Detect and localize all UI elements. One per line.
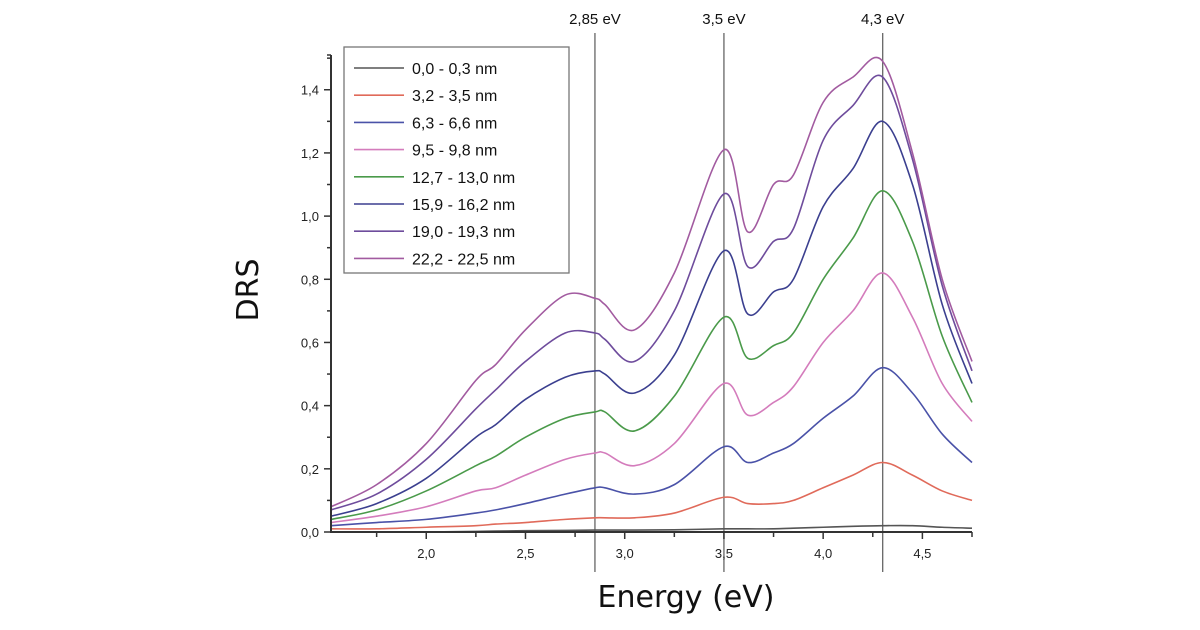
y-tick-label: 0,0 [301, 525, 319, 540]
x-tick-label: 4,0 [814, 546, 832, 561]
series-line [330, 120, 973, 517]
legend-label: 6,3 - 6,6 nm [412, 115, 497, 132]
series-line [330, 190, 973, 521]
legend-label: 12,7 - 13,0 nm [412, 170, 515, 187]
series-line [330, 56, 973, 508]
legend-box [343, 46, 570, 274]
legend-label: 15,9 - 16,2 nm [412, 197, 515, 214]
legend: 0,0 - 0,3 nm 3,2 - 3,5 nm 6,3 - 6,6 nm 9,5 … [343, 46, 570, 274]
x-tick-label: 4,5 [913, 546, 931, 561]
x-tick-label: 3,5 [715, 546, 733, 561]
y-axis-title: DRS [231, 259, 266, 322]
series-line [330, 366, 973, 527]
y-tick-label: 0,8 [301, 272, 319, 287]
reference-line-label: 2,85 eV [569, 11, 621, 28]
series-line [330, 461, 973, 530]
reference-line-label: 4,3 eV [861, 11, 904, 28]
legend-label: 22,2 - 22,5 nm [412, 251, 515, 268]
axes: 2,0 2,5 3,0 3,5 4,0 4,5 0,0 0,2 0,4 0,6 0,8 1,0 1,2 1… [301, 54, 973, 561]
y-tick-label: 1,4 [301, 83, 319, 98]
legend-label: 0,0 - 0,3 nm [412, 61, 497, 78]
series-line [330, 74, 973, 511]
legend-label: 3,2 - 3,5 nm [412, 88, 497, 105]
x-axis-title: Energy (eV) [598, 580, 775, 615]
y-tick-label: 0,4 [301, 399, 319, 414]
legend-label: 9,5 - 9,8 nm [412, 143, 497, 160]
x-tick-label: 3,0 [616, 546, 634, 561]
legend-label: 19,0 - 19,3 nm [412, 224, 515, 241]
reference-line-label: 3,5 eV [702, 11, 745, 28]
reference-lines: 2,85 eV 3,5 eV 4,3 eV [569, 11, 904, 572]
x-tick-label: 2,0 [417, 546, 435, 561]
y-tick-label: 1,0 [301, 209, 319, 224]
y-tick-label: 1,2 [301, 146, 319, 161]
y-tick-label: 0,6 [301, 335, 319, 350]
y-tick-label: 0,2 [301, 462, 319, 477]
series-line [330, 272, 973, 524]
x-tick-label: 2,5 [516, 546, 534, 561]
